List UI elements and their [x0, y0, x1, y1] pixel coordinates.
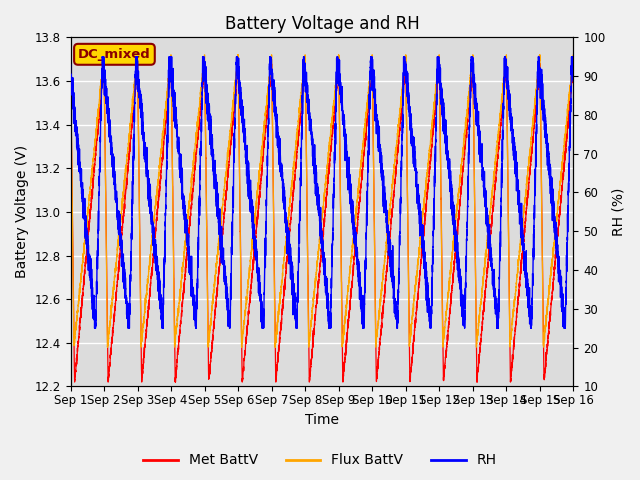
Title: Battery Voltage and RH: Battery Voltage and RH	[225, 15, 419, 33]
Y-axis label: RH (%): RH (%)	[611, 188, 625, 236]
Y-axis label: Battery Voltage (V): Battery Voltage (V)	[15, 145, 29, 278]
X-axis label: Time: Time	[305, 413, 339, 427]
Legend: Met BattV, Flux BattV, RH: Met BattV, Flux BattV, RH	[138, 448, 502, 473]
Text: DC_mixed: DC_mixed	[78, 48, 151, 61]
